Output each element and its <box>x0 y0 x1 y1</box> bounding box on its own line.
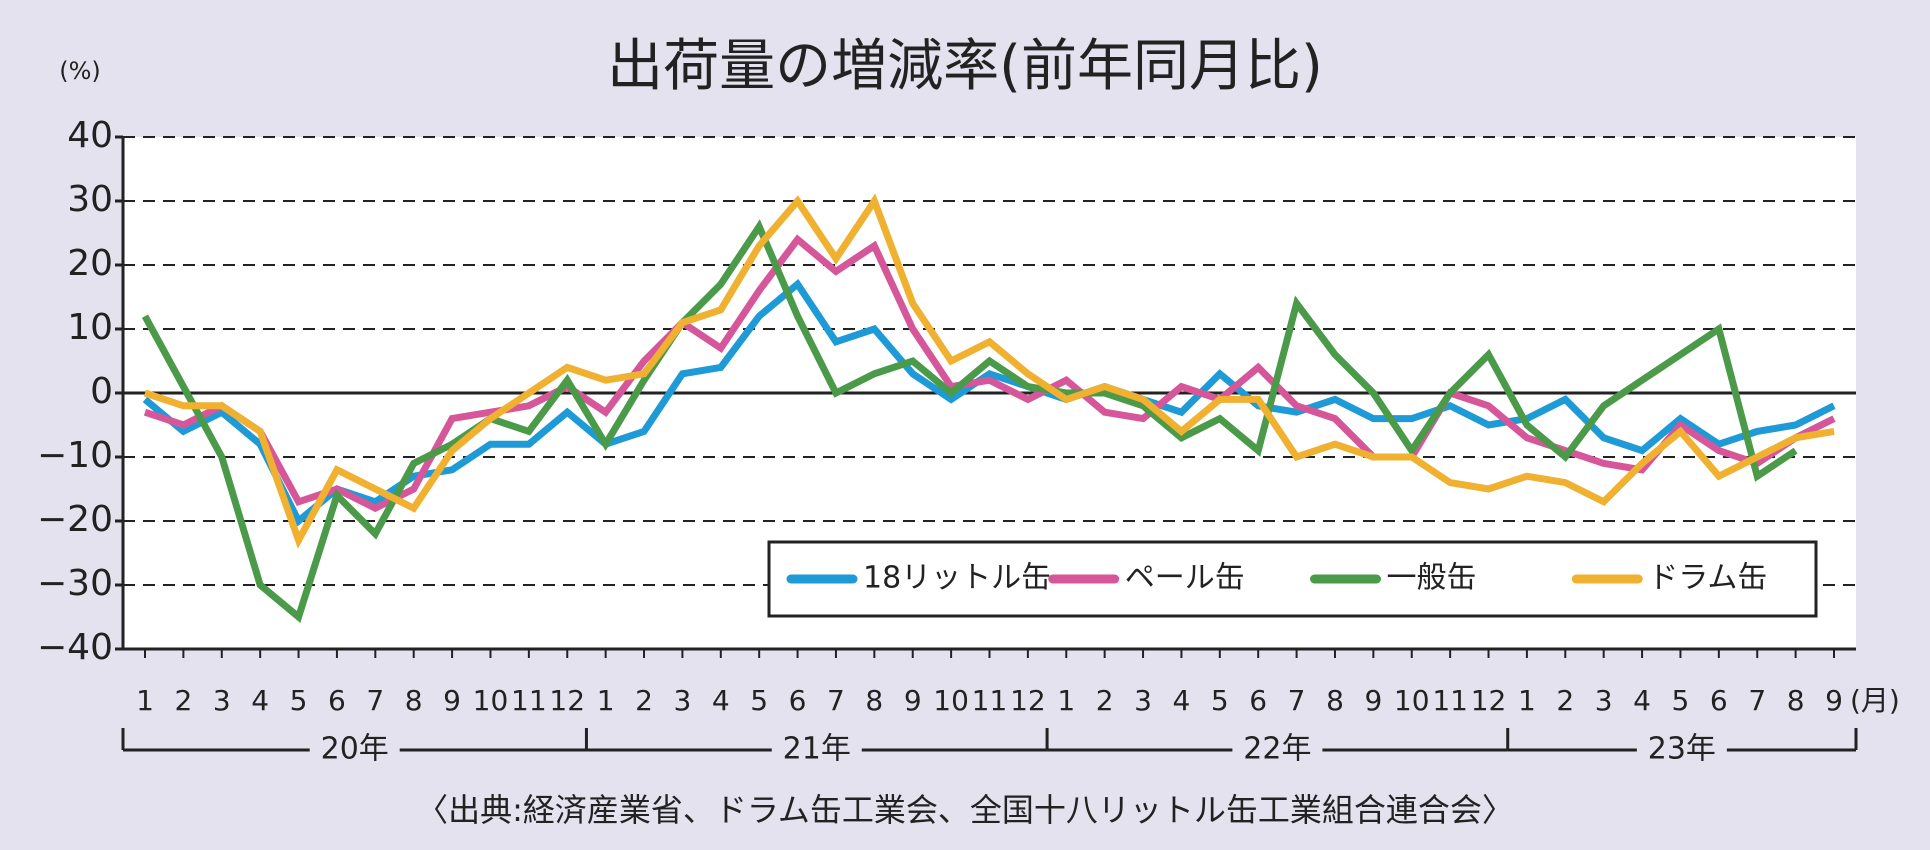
y-tick-label: 20 <box>67 243 113 284</box>
x-tick-label: 3 <box>213 684 231 717</box>
x-tick-label: 1 <box>136 684 154 717</box>
x-tick-label: 11 <box>511 684 547 717</box>
x-tick-label: 12 <box>549 684 585 717</box>
x-tick-label: 7 <box>1748 684 1766 717</box>
y-tick-label: −30 <box>37 563 113 604</box>
x-tick-label: 8 <box>1787 684 1805 717</box>
x-tick-label: 6 <box>1710 684 1728 717</box>
legend-label: ペール缶 <box>1125 561 1245 596</box>
x-tick-label: 2 <box>1096 684 1114 717</box>
y-tick-label: 30 <box>67 179 113 220</box>
x-tick-label: 1 <box>1057 684 1075 717</box>
x-tick-label: 7 <box>827 684 845 717</box>
x-tick-label: 4 <box>712 684 730 717</box>
x-tick-label: 7 <box>366 684 384 717</box>
x-tick-label: 10 <box>1394 684 1430 717</box>
x-tick-label: 5 <box>750 684 768 717</box>
x-tick-label: 3 <box>1134 684 1152 717</box>
source: 〈出典:経済産業省、ドラム缶工業会、全国十八リットル缶工業組合連合会〉 <box>416 791 1514 829</box>
x-tick-label: 12 <box>1471 684 1507 717</box>
x-unit: (月) <box>1850 684 1900 717</box>
y-tick-label: −10 <box>37 435 113 476</box>
x-tick-label: 2 <box>635 684 653 717</box>
x-tick-label: 6 <box>1249 684 1267 717</box>
group-label-bg <box>771 730 862 770</box>
y-tick-label: 10 <box>67 307 113 348</box>
line-series <box>142 279 1836 527</box>
group-label: 22年 <box>1243 732 1311 767</box>
legend-label: 18リットル缶 <box>863 561 1051 596</box>
legend-label: 一般缶 <box>1387 561 1477 596</box>
x-tick-label: 12 <box>1010 684 1046 717</box>
x-tick-label: 4 <box>1173 684 1191 717</box>
x-tick-label: 3 <box>673 684 691 717</box>
x-tick-label: 6 <box>328 684 346 717</box>
y-unit: (%) <box>59 57 101 85</box>
line-series <box>141 219 1798 624</box>
x-tick-label: 8 <box>865 684 883 717</box>
x-tick-label: 9 <box>904 684 922 717</box>
x-tick-label: 9 <box>1825 684 1843 717</box>
x-tick-label: 7 <box>1288 684 1306 717</box>
x-tick-label: 5 <box>290 684 308 717</box>
x-tick-label: 2 <box>1556 684 1574 717</box>
x-tick-label: 1 <box>1518 684 1536 717</box>
x-tick-label: 5 <box>1672 684 1690 717</box>
legend-label: ドラム缶 <box>1648 561 1767 596</box>
x-tick-label: 9 <box>1364 684 1382 717</box>
chart-title: 出荷量の増減率(前年同月比) <box>607 34 1323 99</box>
x-tick-label: 1 <box>597 684 615 717</box>
x-tick-label: 9 <box>443 684 461 717</box>
x-tick-label: 4 <box>251 684 269 717</box>
group-label: 23年 <box>1648 732 1716 767</box>
x-tick-label: 10 <box>933 684 969 717</box>
group-label-bg <box>1636 730 1727 770</box>
x-tick-label: 5 <box>1211 684 1229 717</box>
x-tick-label: 10 <box>473 684 509 717</box>
y-tick-label: −40 <box>37 627 113 668</box>
group-label: 21年 <box>783 732 851 767</box>
x-tick-label: 8 <box>405 684 423 717</box>
x-tick-label: 11 <box>1432 684 1468 717</box>
group-label: 20年 <box>321 732 389 767</box>
x-tick-label: 2 <box>174 684 192 717</box>
group-label-bg <box>309 730 400 770</box>
y-tick-label: −20 <box>37 499 113 540</box>
x-tick-label: 8 <box>1326 684 1344 717</box>
x-tick-label: 6 <box>789 684 807 717</box>
y-tick-label: 0 <box>90 371 113 412</box>
y-tick-label: 40 <box>67 115 113 156</box>
group-label-bg <box>1232 730 1323 770</box>
x-tick-label: 11 <box>972 684 1008 717</box>
x-tick-label: 3 <box>1595 684 1613 717</box>
line-series <box>143 193 1835 549</box>
x-tick-label: 4 <box>1633 684 1651 717</box>
